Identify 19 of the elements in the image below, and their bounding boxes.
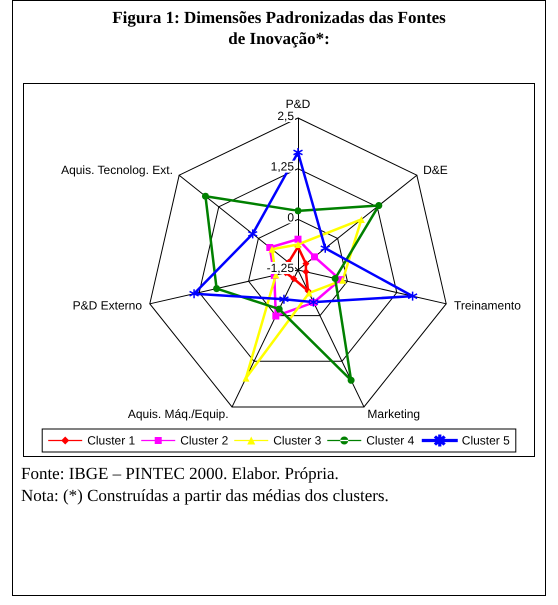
spoke-label: Aquis. Tecnolog. Ext. [61,163,173,178]
y-tick-label: 2,5 [277,109,294,123]
legend-label: Cluster 5 [462,434,510,448]
source-note: Fonte: IBGE – PINTEC 2000. Elabor. Própria. [21,463,340,485]
spoke-label: P&D [286,97,311,111]
y-tick-label: -1,25 [266,261,294,275]
spoke-label: Treinamento [454,298,522,313]
legend-label: Cluster 3 [273,434,322,448]
spoke-label: Aquis. Máq./Equip. [128,407,229,422]
legend-label: Cluster 4 [366,434,415,448]
chart-title: Figura 1: Dimensões Padronizadas das Fontes de Inovação*: [111,7,447,49]
legend-label: Cluster 2 [180,434,229,448]
spoke-label: P&D Externo [72,298,142,313]
text: Nota: (*) Construídas a partir das médias dos clusters. [21,485,390,507]
spoke-label: D&E [423,163,448,178]
y-tick-label: 0 [287,210,294,224]
legend-label: Cluster 1 [87,434,136,448]
spoke-label: Marketing [367,407,420,422]
y-tick-label: 1,25 [270,160,294,174]
